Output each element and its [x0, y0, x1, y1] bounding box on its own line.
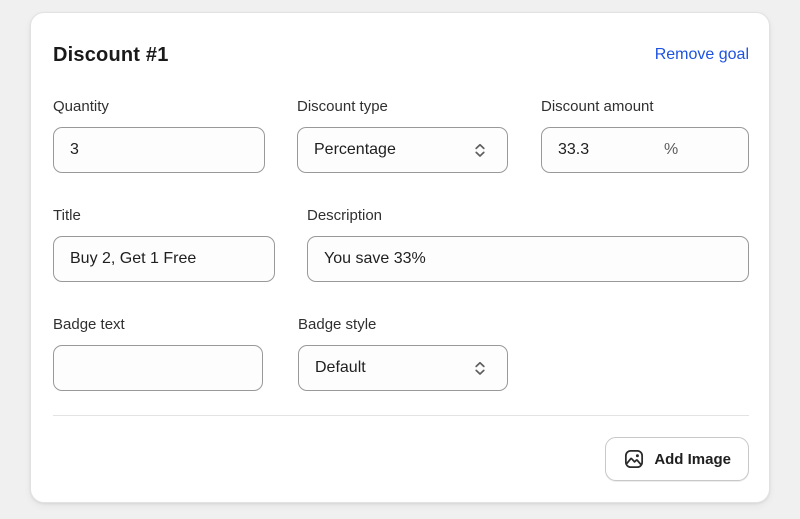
updown-chevron-icon: [475, 143, 485, 157]
discount-type-field-group: Discount type Percentage: [297, 97, 508, 173]
badge-text-field-group: Badge text: [53, 315, 263, 391]
description-input[interactable]: [307, 236, 749, 282]
badge-text-input[interactable]: [53, 345, 263, 391]
card-header: Discount #1 Remove goal: [53, 43, 749, 67]
title-input[interactable]: [53, 236, 275, 282]
discount-type-select[interactable]: Percentage: [297, 127, 508, 173]
title-field-group: Title: [53, 206, 275, 282]
image-icon: [625, 449, 644, 469]
divider: [53, 415, 749, 416]
card-title: Discount #1: [53, 43, 169, 66]
description-field-group: Description: [307, 206, 749, 282]
discount-amount-value: 33.3: [558, 141, 590, 158]
discount-type-selected-value: Percentage: [314, 141, 396, 158]
discount-amount-field-group: Discount amount 33.3 %: [541, 97, 749, 173]
badge-style-field-group: Badge style Default: [298, 315, 508, 391]
discount-amount-label: Discount amount: [541, 98, 654, 115]
badge-style-label: Badge style: [298, 316, 377, 333]
percent-suffix: %: [664, 141, 679, 158]
discount-amount-input[interactable]: 33.3 %: [541, 127, 749, 173]
updown-chevron-icon: [475, 361, 485, 375]
add-image-button[interactable]: Add Image: [605, 437, 749, 481]
quantity-input[interactable]: [53, 127, 265, 173]
badge-style-select[interactable]: Default: [298, 345, 508, 391]
description-label: Description: [307, 207, 383, 224]
field-row-3: Badge text Badge style Default: [53, 315, 749, 391]
discount-type-label: Discount type: [297, 98, 388, 115]
field-row-2: Title Description: [53, 206, 749, 282]
quantity-label: Quantity: [53, 98, 109, 115]
quantity-field-group: Quantity: [53, 97, 265, 173]
add-image-button-label: Add Image: [654, 450, 731, 468]
field-row-1: Quantity Discount type Percentage Discou…: [53, 97, 749, 173]
title-label: Title: [53, 207, 81, 224]
discount-card: Discount #1 Remove goal Quantity Discoun…: [30, 12, 770, 503]
badge-style-selected-value: Default: [315, 359, 366, 376]
badge-text-label: Badge text: [53, 316, 125, 333]
remove-goal-link[interactable]: Remove goal: [654, 46, 749, 63]
card-footer: Add Image: [53, 437, 749, 481]
